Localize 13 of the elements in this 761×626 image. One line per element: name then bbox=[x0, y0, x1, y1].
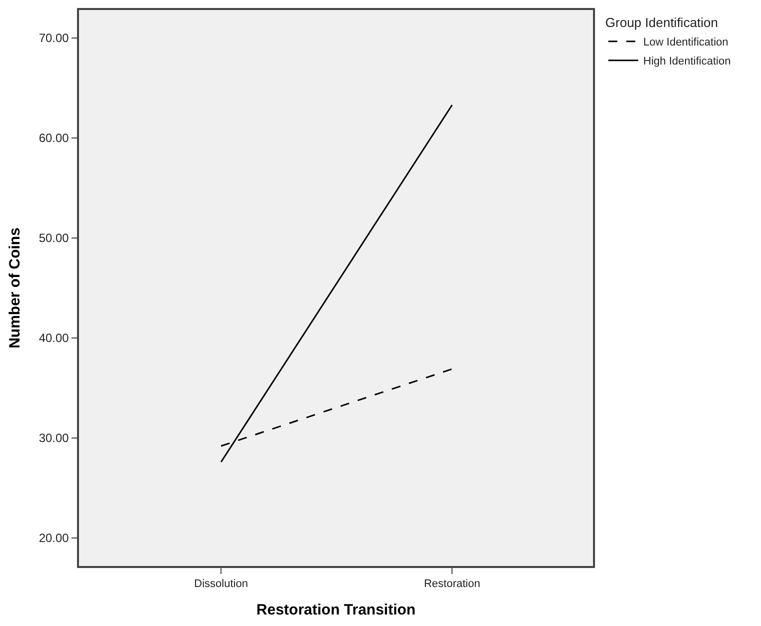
x-tick-label: Dissolution bbox=[194, 578, 248, 590]
y-tick-label: 50.00 bbox=[38, 231, 70, 246]
y-tick-label: 40.00 bbox=[38, 331, 70, 346]
legend-title: Group Identification bbox=[605, 14, 718, 30]
y-tick-label: 20.00 bbox=[38, 531, 70, 546]
legend-label: Low Identification bbox=[643, 36, 728, 49]
x-axis-title: Restoration Transition bbox=[256, 601, 416, 618]
y-tick-label: 70.00 bbox=[38, 31, 70, 46]
y-tick-label: 30.00 bbox=[38, 431, 70, 446]
x-tick-label: Restoration bbox=[424, 578, 480, 590]
legend-label: High Identification bbox=[643, 56, 731, 68]
y-tick-label: 60.00 bbox=[38, 131, 70, 146]
y-axis-title: Number of Coins bbox=[6, 228, 24, 348]
